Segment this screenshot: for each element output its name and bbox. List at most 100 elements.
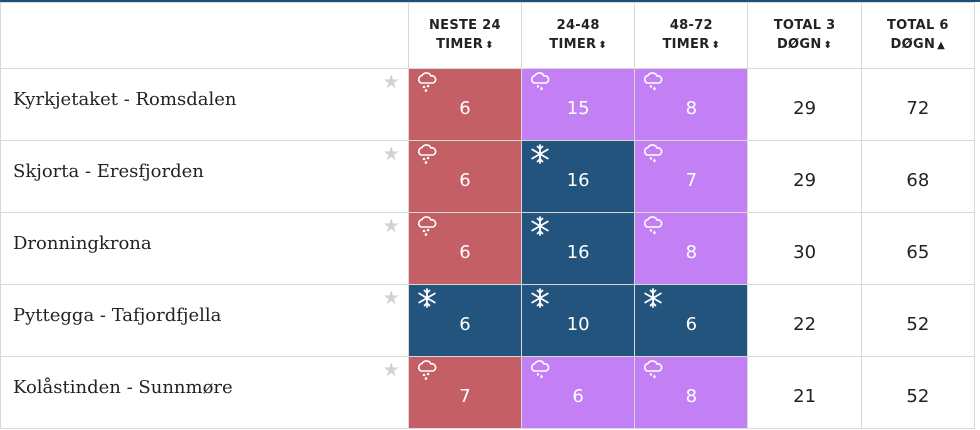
favorite-star-icon[interactable]: ★ — [382, 287, 400, 309]
snowflake-icon — [642, 287, 664, 309]
precip-value: 6 — [459, 242, 471, 263]
precip-value: 6 — [572, 386, 584, 407]
table-body: Kyrkjetaket - Romsdalen ★ 6 15 8 29 72 Skjor… — [0, 68, 976, 429]
header-col-4[interactable]: TOTAL 6 DØGN ▲ — [860, 2, 976, 69]
total-6-days-cell: 68 — [860, 140, 976, 213]
precip-value: 6 — [459, 98, 471, 119]
precip-value: 6 — [685, 314, 698, 335]
location-cell[interactable]: Pyttegga - Tafjordfjella ★ — [0, 284, 409, 357]
precip-cell[interactable]: 10 — [521, 284, 636, 357]
location-name[interactable]: Skjorta - Eresfjorden — [13, 161, 204, 182]
total-6-days-cell: 52 — [860, 284, 976, 357]
precip-cell[interactable]: 8 — [634, 68, 749, 141]
total-3-days-value: 21 — [793, 386, 817, 407]
sleet-cloud-icon — [642, 143, 664, 165]
rain-cloud-icon — [416, 71, 438, 93]
header-col-2[interactable]: 48-72 TIMER ⬍ — [634, 2, 749, 69]
precip-value: 10 — [566, 314, 590, 335]
favorite-star-icon[interactable]: ★ — [382, 71, 400, 93]
total-3-days-value: 30 — [793, 242, 817, 263]
table-row: Skjorta - Eresfjorden ★ 6 16 7 29 68 — [0, 140, 976, 213]
favorite-star-icon[interactable]: ★ — [382, 215, 400, 237]
precip-value: 8 — [685, 242, 698, 263]
location-name[interactable]: Dronningkrona — [13, 233, 152, 254]
precip-cell[interactable]: 8 — [634, 356, 749, 429]
precip-cell[interactable]: 6 — [407, 68, 523, 141]
sort-ascending-icon[interactable]: ▲ — [937, 40, 946, 51]
table-row: Kyrkjetaket - Romsdalen ★ 6 15 8 29 72 — [0, 68, 976, 141]
precip-cell[interactable]: 6 — [407, 140, 523, 213]
precip-cell[interactable]: 6 — [521, 356, 636, 429]
total-3-days-cell: 29 — [747, 68, 862, 141]
sleet-cloud-icon — [529, 359, 551, 381]
precip-value: 6 — [459, 314, 471, 335]
total-3-days-cell: 22 — [747, 284, 862, 357]
location-cell[interactable]: Dronningkrona ★ — [0, 212, 409, 285]
snowflake-icon — [416, 287, 438, 309]
top-border — [0, 0, 980, 2]
snowflake-icon — [529, 143, 551, 165]
sort-icon[interactable]: ⬍ — [598, 40, 608, 51]
table-row: Dronningkrona ★ 6 16 8 30 65 — [0, 212, 976, 285]
favorite-star-icon[interactable]: ★ — [382, 143, 400, 165]
precip-cell[interactable]: 6 — [407, 212, 523, 285]
table-row: Pyttegga - Tafjordfjella ★ 6 10 6 22 52 — [0, 284, 976, 357]
header-label-line2: TIMER — [662, 37, 710, 52]
total-6-days-value: 52 — [906, 314, 930, 335]
snowflake-icon — [529, 287, 551, 309]
header-label-line1: NESTE 24 — [428, 18, 501, 33]
header-col-0[interactable]: NESTE 24 TIMER ⬍ — [407, 2, 523, 69]
rain-cloud-icon — [416, 359, 438, 381]
header-label-line1: TOTAL 3 — [773, 18, 836, 33]
precip-cell[interactable]: 6 — [407, 284, 523, 357]
total-6-days-cell: 72 — [860, 68, 976, 141]
location-cell[interactable]: Kolåstinden - Sunnmøre ★ — [0, 356, 409, 429]
sort-icon[interactable]: ⬍ — [823, 40, 833, 51]
total-3-days-value: 29 — [793, 170, 817, 191]
snowflake-icon — [529, 215, 551, 237]
location-name[interactable]: Kolåstinden - Sunnmøre — [13, 377, 233, 398]
sort-icon[interactable]: ⬍ — [711, 40, 721, 51]
header-label-line1: TOTAL 6 — [886, 18, 949, 33]
rain-cloud-icon — [416, 143, 438, 165]
precip-cell[interactable]: 6 — [634, 284, 749, 357]
precip-value: 8 — [685, 98, 698, 119]
total-6-days-value: 65 — [906, 242, 930, 263]
precip-value: 16 — [566, 170, 590, 191]
sort-icon[interactable]: ⬍ — [485, 40, 494, 51]
rain-cloud-icon — [416, 215, 438, 237]
total-6-days-cell: 65 — [860, 212, 976, 285]
precip-value: 15 — [566, 98, 590, 119]
precip-value: 16 — [566, 242, 590, 263]
sleet-cloud-icon — [642, 71, 664, 93]
sleet-cloud-icon — [642, 215, 664, 237]
total-3-days-value: 22 — [793, 314, 817, 335]
header-col-1[interactable]: 24-48 TIMER ⬍ — [521, 2, 636, 69]
location-name[interactable]: Kyrkjetaket - Romsdalen — [13, 89, 237, 110]
header-col-3[interactable]: TOTAL 3 DØGN ⬍ — [747, 2, 862, 69]
precip-value: 8 — [685, 386, 698, 407]
precip-cell[interactable]: 16 — [521, 140, 636, 213]
total-3-days-cell: 29 — [747, 140, 862, 213]
location-cell[interactable]: Skjorta - Eresfjorden ★ — [0, 140, 409, 213]
sleet-cloud-icon — [529, 71, 551, 93]
header-label-line2: TIMER — [549, 37, 597, 52]
precip-cell[interactable]: 15 — [521, 68, 636, 141]
location-cell[interactable]: Kyrkjetaket - Romsdalen ★ — [0, 68, 409, 141]
total-3-days-cell: 30 — [747, 212, 862, 285]
location-name[interactable]: Pyttegga - Tafjordfjella — [13, 305, 222, 326]
total-6-days-value: 72 — [906, 98, 930, 119]
precip-cell[interactable]: 7 — [634, 140, 749, 213]
precip-cell[interactable]: 7 — [407, 356, 523, 429]
precip-cell[interactable]: 8 — [634, 212, 749, 285]
precip-cell[interactable]: 16 — [521, 212, 636, 285]
header-label-line2: DØGN — [890, 37, 936, 52]
precip-value: 7 — [459, 386, 471, 407]
total-6-days-cell: 52 — [860, 356, 976, 429]
favorite-star-icon[interactable]: ★ — [382, 359, 400, 381]
header-label-line2: TIMER — [436, 37, 484, 52]
sleet-cloud-icon — [642, 359, 664, 381]
header-label-line1: 48-72 — [669, 18, 713, 33]
header-row: NESTE 24 TIMER ⬍ 24-48 TIMER ⬍ 48-72 TIMER ⬍ TOTA… — [0, 2, 976, 69]
